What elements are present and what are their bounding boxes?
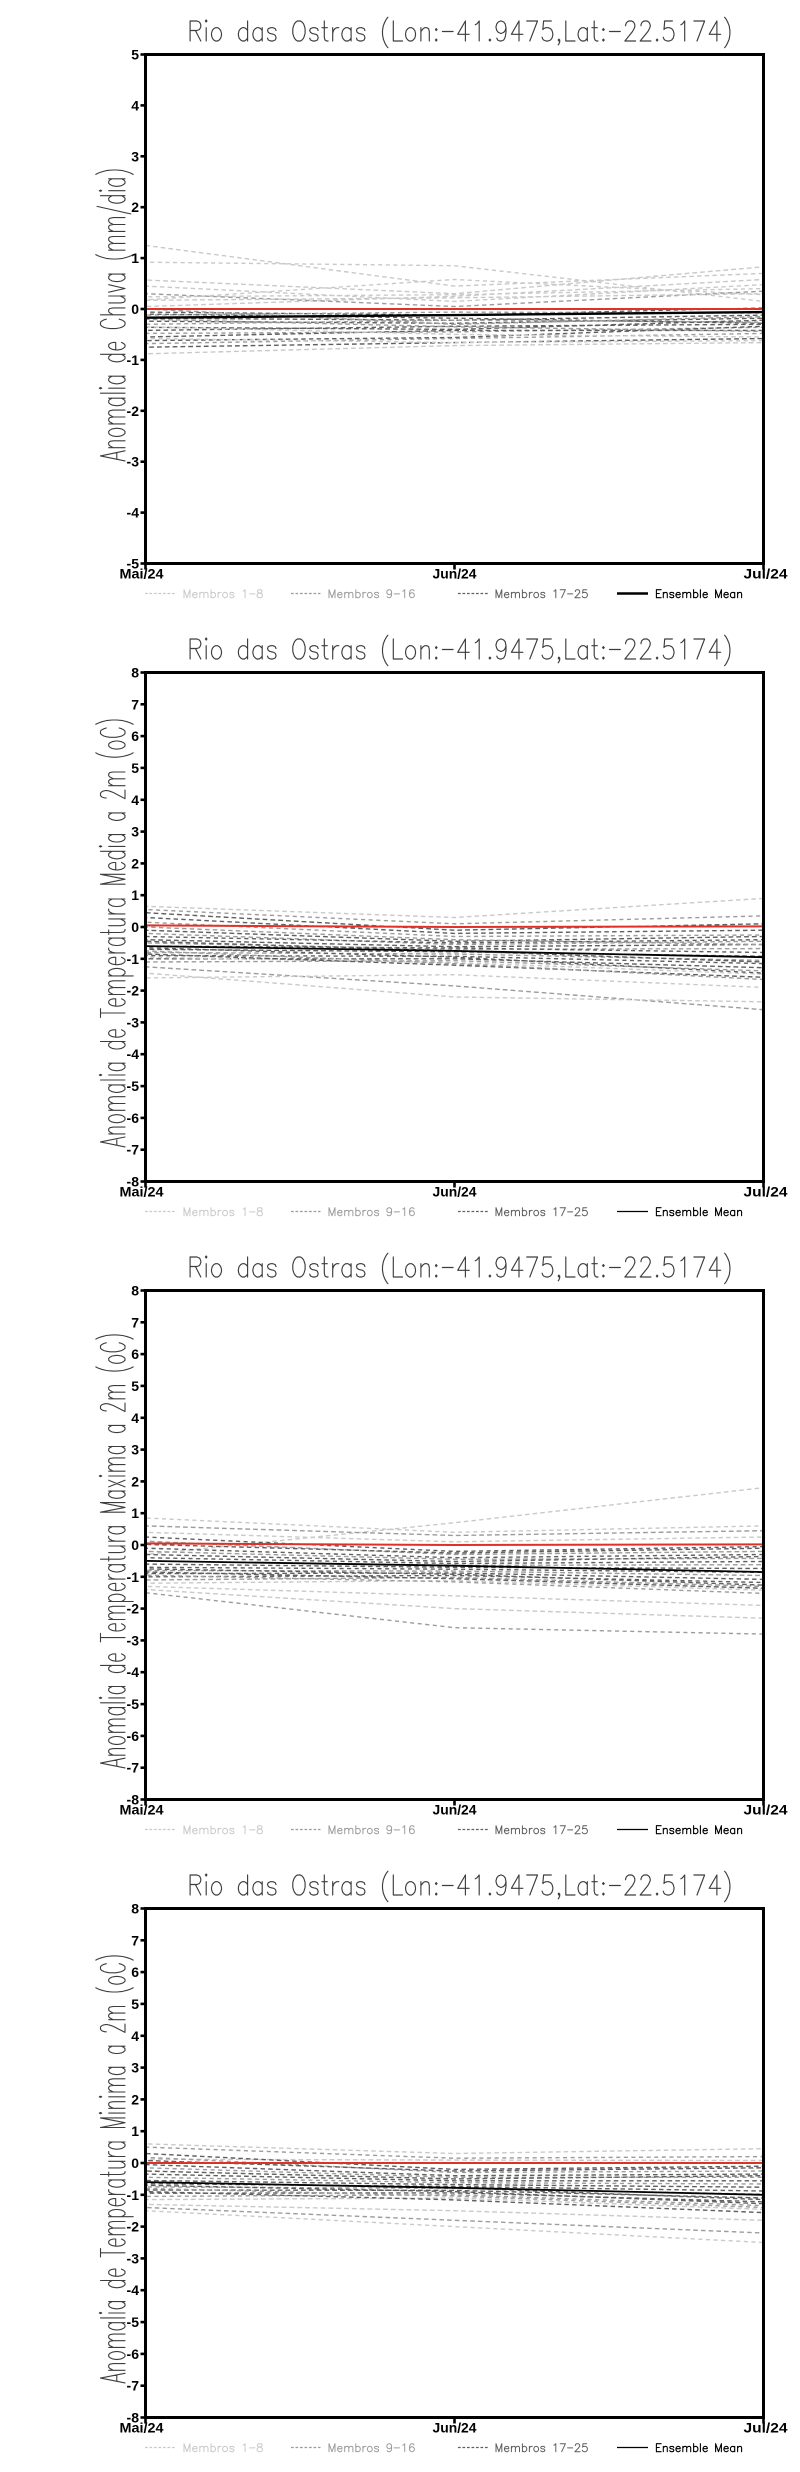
svg-text:4: 4 (131, 792, 139, 808)
svg-text:1: 1 (131, 250, 139, 266)
svg-text:7: 7 (131, 696, 139, 712)
svg-text:-3: -3 (127, 454, 140, 470)
svg-text:-1: -1 (127, 2187, 140, 2203)
svg-text:-3: -3 (127, 1632, 140, 1648)
svg-text:2: 2 (131, 855, 139, 871)
svg-text:8: 8 (131, 665, 139, 681)
svg-text:4: 4 (131, 97, 139, 113)
svg-text:0: 0 (131, 919, 139, 935)
svg-text:1: 1 (131, 2123, 139, 2139)
svg-text:-2: -2 (127, 1601, 140, 1617)
svg-text:3: 3 (131, 2060, 139, 2076)
svg-text:-4: -4 (127, 505, 140, 521)
svg-text:2: 2 (131, 1473, 139, 1489)
svg-text:-2: -2 (127, 2219, 140, 2235)
svg-text:Mai/24: Mai/24 (120, 1184, 164, 1200)
svg-text:-2: -2 (127, 983, 140, 999)
svg-text:0: 0 (131, 2155, 139, 2171)
svg-text:-3: -3 (127, 1014, 140, 1030)
svg-text:Mai/24: Mai/24 (120, 1802, 164, 1818)
svg-text:Jun/24: Jun/24 (433, 1184, 477, 1200)
svg-text:1: 1 (131, 887, 139, 903)
svg-text:0: 0 (131, 301, 139, 317)
svg-text:-8: -8 (127, 1792, 140, 1808)
svg-text:-5: -5 (127, 1696, 140, 1712)
svg-text:-7: -7 (127, 2378, 140, 2394)
svg-text:-7: -7 (127, 1142, 140, 1158)
svg-text:-1: -1 (127, 352, 140, 368)
svg-text:-5: -5 (127, 1078, 140, 1094)
svg-text:6: 6 (131, 728, 139, 744)
svg-text:3: 3 (131, 148, 139, 164)
svg-text:-2: -2 (127, 403, 140, 419)
svg-text:Jul/24: Jul/24 (744, 1802, 788, 1818)
svg-text:-3: -3 (127, 2250, 140, 2266)
svg-text:3: 3 (131, 824, 139, 840)
svg-text:-6: -6 (127, 2346, 140, 2362)
svg-text:8: 8 (131, 1901, 139, 1917)
svg-text:0: 0 (131, 1537, 139, 1553)
svg-text:-1: -1 (127, 1569, 140, 1585)
svg-text:Mai/24: Mai/24 (120, 2420, 164, 2436)
svg-text:-5: -5 (127, 2314, 140, 2330)
svg-text:Mai/24: Mai/24 (120, 566, 164, 582)
svg-text:3: 3 (131, 1442, 139, 1458)
svg-text:-5: -5 (127, 556, 140, 572)
svg-text:Jul/24: Jul/24 (744, 1184, 788, 1200)
svg-text:Jul/24: Jul/24 (744, 566, 788, 582)
svg-text:Jun/24: Jun/24 (433, 2420, 477, 2436)
svg-text:-4: -4 (127, 1046, 140, 1062)
svg-text:-8: -8 (127, 1174, 140, 1190)
svg-text:4: 4 (131, 2028, 139, 2044)
svg-text:5: 5 (131, 47, 139, 63)
svg-text:6: 6 (131, 1964, 139, 1980)
svg-text:1: 1 (131, 1505, 139, 1521)
svg-text:5: 5 (131, 1378, 139, 1394)
svg-text:2: 2 (131, 199, 139, 215)
svg-text:Jun/24: Jun/24 (433, 1802, 477, 1818)
svg-text:-7: -7 (127, 1760, 140, 1776)
svg-text:-6: -6 (127, 1728, 140, 1744)
svg-text:Jun/24: Jun/24 (433, 566, 477, 582)
svg-text:2: 2 (131, 2091, 139, 2107)
svg-text:-6: -6 (127, 1110, 140, 1126)
svg-text:7: 7 (131, 1314, 139, 1330)
svg-text:4: 4 (131, 1410, 139, 1426)
svg-text:-4: -4 (127, 1664, 140, 1680)
svg-text:5: 5 (131, 1996, 139, 2012)
svg-text:6: 6 (131, 1346, 139, 1362)
svg-text:-1: -1 (127, 951, 140, 967)
svg-text:7: 7 (131, 1932, 139, 1948)
svg-text:5: 5 (131, 760, 139, 776)
svg-text:8: 8 (131, 1283, 139, 1299)
svg-text:Jul/24: Jul/24 (744, 2420, 788, 2436)
svg-text:-8: -8 (127, 2410, 140, 2426)
svg-text:-4: -4 (127, 2282, 140, 2298)
